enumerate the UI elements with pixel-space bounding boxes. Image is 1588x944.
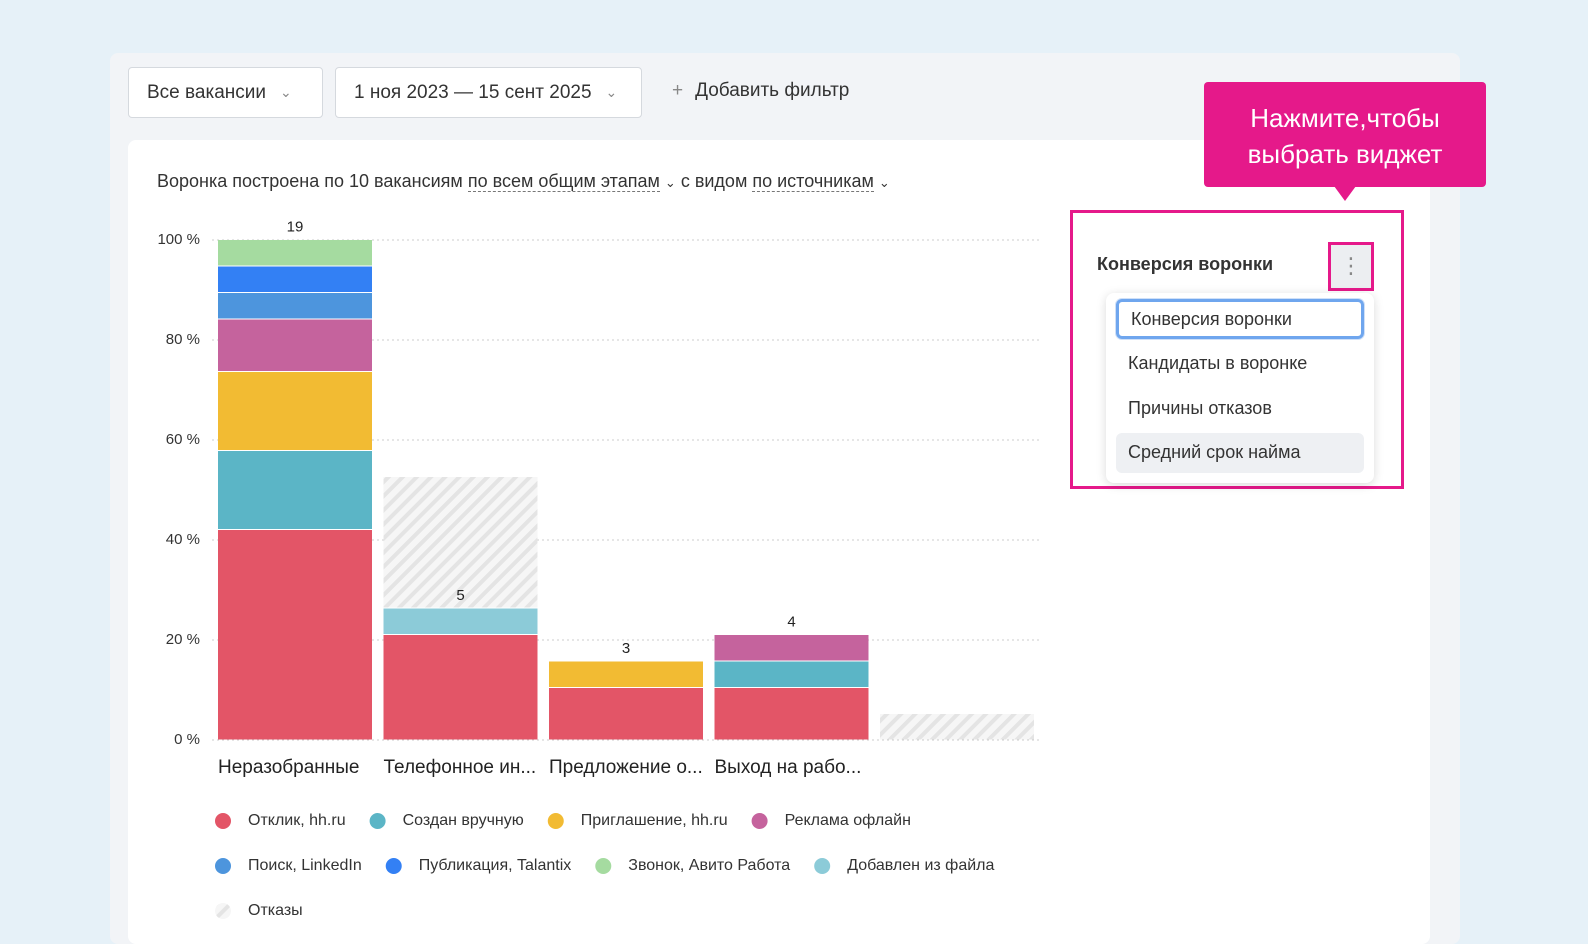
menu-item[interactable]: Конверсия воронки (1116, 299, 1364, 339)
chevron: ⌄ (878, 175, 890, 190)
menu-item[interactable]: Средний срок найма (1116, 432, 1364, 473)
bar-segment (218, 266, 372, 292)
bar-segment (714, 635, 869, 661)
menu-item[interactable]: Кандидаты в воронке (1128, 353, 1308, 373)
bar-segment (549, 688, 703, 740)
chevron: ⌄ (279, 84, 292, 100)
highlight-frame (1070, 210, 1404, 489)
legend-label: Отклик, hh.ru (248, 812, 346, 829)
legend-marker (595, 858, 612, 874)
menu-item[interactable]: Причины отказов (1128, 397, 1272, 418)
data-label: 5 (456, 587, 464, 604)
legend-label: Создан вручную (403, 812, 524, 829)
legend-label: Реклама офлайн (785, 812, 911, 829)
caption: Воронка построена по 10 вакансиям по все… (157, 171, 890, 192)
bar-segment (218, 372, 372, 450)
legend-marker (215, 903, 231, 919)
legend-label: Отказы (248, 902, 303, 919)
x-tick-label: Неразобранные (218, 757, 360, 778)
data-label: 4 (787, 613, 795, 630)
legend-label: Добавлен из файла (847, 857, 994, 874)
add-filter-text: Добавить фильтр (695, 80, 850, 101)
legend-label: Приглашение, hh.ru (581, 812, 728, 829)
y-tick-label: 20 % (166, 631, 200, 648)
legend-label: Звонок, Авито Работа (628, 857, 790, 874)
widget-title: Конверсия воронки (1097, 254, 1274, 274)
x-tick-label: Предложение о... (549, 757, 703, 778)
y-tick-label: 60 % (166, 431, 200, 448)
bar-segment (383, 477, 538, 608)
menu-button[interactable]: ⋮ (1328, 242, 1374, 291)
bar-segment (218, 451, 372, 529)
bar-segment (549, 661, 703, 687)
stage-select[interactable]: по всем общим этапам (467, 171, 660, 192)
vacancy-filter[interactable]: Все вакансии ⌄ (128, 67, 323, 118)
plus-icon: + (672, 80, 684, 101)
view-select[interactable]: по источникам (752, 171, 874, 192)
legend-marker (385, 858, 402, 874)
legend-marker (215, 858, 231, 874)
bar-segment (218, 240, 372, 266)
legend-marker (751, 813, 768, 829)
x-tick-label: Выход на рабо... (715, 757, 862, 778)
chevron: ⌄ (664, 175, 676, 190)
legend-marker (369, 813, 386, 829)
bar-segment (383, 608, 538, 634)
legend-label: Публикация, Talantix (419, 857, 572, 874)
add-filter[interactable]: + Добавить фильтр (672, 80, 849, 102)
y-tick-label: 40 % (166, 531, 200, 548)
data-label: 19 (287, 218, 304, 235)
chart: 0 % 20 % 40 % 60 % 80 % 100 % Неразобранные 19 Т… (157, 218, 1040, 919)
tooltip-arrow (1334, 186, 1356, 201)
filter-text: 1 ноя 2023 — 15 сент 2025 (354, 81, 592, 103)
bar-segment (714, 661, 869, 687)
legend-marker (814, 858, 831, 874)
bar-segment (880, 714, 1034, 740)
y-tick-label: 0 % (174, 731, 200, 748)
y-tick-label: 80 % (166, 331, 200, 348)
period-filter[interactable]: 1 ноя 2023 — 15 сент 2025 ⌄ (335, 67, 642, 118)
legend-marker (547, 813, 564, 829)
bar-segment (218, 530, 372, 740)
x-tick-label: Телефонное ин... (384, 757, 537, 778)
caption-text: Воронка построена по 10 вакансиям (157, 171, 463, 191)
bar-segment (218, 293, 372, 319)
legend-marker (215, 813, 231, 829)
bar-segment (218, 319, 372, 371)
filter-text: Все вакансии (147, 81, 266, 103)
caption-text: с видом (680, 171, 748, 191)
y-tick-label: 100 % (157, 231, 200, 248)
chevron: ⌄ (605, 84, 618, 100)
bar-segment (714, 688, 869, 740)
bar-segment (383, 635, 538, 740)
data-label: 3 (622, 640, 630, 657)
legend-label: Поиск, LinkedIn (248, 857, 362, 874)
tooltip: Нажмите,чтобы выбрать виджет (1204, 82, 1486, 187)
